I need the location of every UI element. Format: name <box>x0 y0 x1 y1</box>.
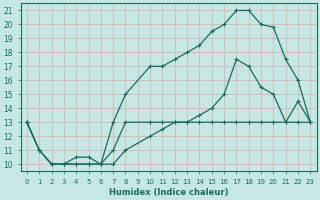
X-axis label: Humidex (Indice chaleur): Humidex (Indice chaleur) <box>109 188 228 197</box>
